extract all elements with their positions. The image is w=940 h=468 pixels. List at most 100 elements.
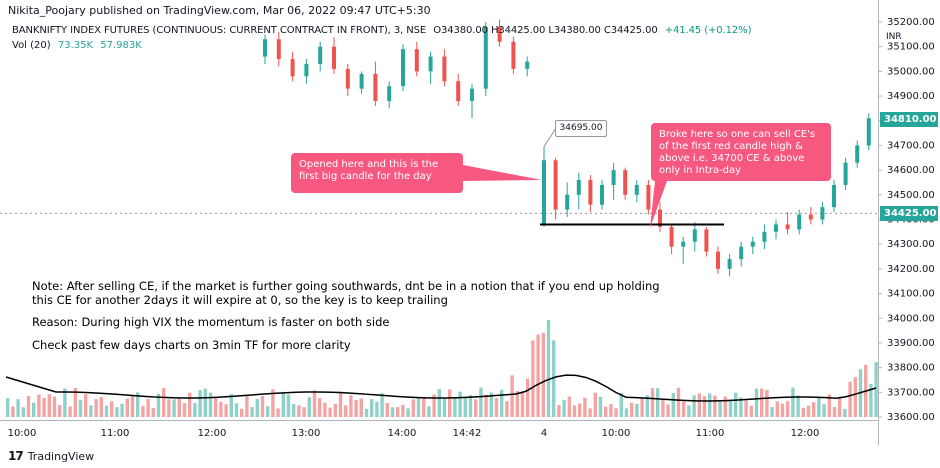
volume-bar [271,389,275,417]
volume-bar [47,394,51,417]
candle-day2-body [646,184,651,210]
volume-bar [500,389,504,417]
candle-day2-body [658,209,662,227]
y-tick-label: 34900.00 [887,91,935,102]
candle-day2-body [762,231,767,242]
volume-bar [661,399,665,417]
volume-bar [32,402,36,417]
volume-bar [219,401,223,417]
volume-bar [687,405,691,417]
volume-bar [370,399,374,417]
volume-bar [541,332,545,417]
volume-bar [104,405,109,417]
volume-bar [136,392,140,417]
candle-day2-body [611,170,616,185]
volume-bar [812,402,816,417]
candle-day2-body [576,180,581,195]
y-tick-label: 34500.00 [887,190,935,201]
volume-bar [385,403,389,417]
volume-bar [619,392,623,417]
volume-bar [505,401,509,417]
volume-bar [578,403,582,417]
volume-bar [37,394,41,417]
volume-bar [744,400,748,417]
candle-day2-body [774,224,778,232]
volume-bar [120,403,124,417]
reason-text: Reason: During high VIX the momentum is … [32,315,390,329]
candle-day2-body [855,145,860,163]
candle-day2-body [820,207,825,220]
volume-bar [479,387,483,417]
volume-bar [635,403,639,417]
candle-day1-body [276,39,281,60]
annotation-opened: Opened here and this is the first big ca… [291,153,463,193]
volume-bar [401,404,405,417]
x-tick-label: 11:00 [101,428,130,439]
volume-bar [380,393,384,417]
candle-day2-body [808,214,813,220]
tradingview-footer[interactable]: 17 TradingView [8,449,94,463]
volume-bar [11,406,15,417]
volume-bar [713,395,717,417]
candle-day1-body [290,59,295,77]
volume-bar [536,334,540,417]
candle-day2-body [866,118,871,146]
volume-bar [624,408,629,417]
volume-bar [208,392,213,417]
volume-bar [84,394,88,417]
volume-bar [250,407,254,417]
volume-bar [775,401,779,417]
volume-bar [260,396,265,417]
volume-bar [515,391,519,417]
volume-bar [520,391,525,417]
volume-bar [562,399,566,417]
y-tick-label: 35100.00 [887,42,935,53]
volume-bar [110,401,114,417]
check-text: Check past few days charts on 3min TF fo… [32,338,351,352]
volume-bar [510,375,514,417]
y-tick-label: 33600.00 [887,412,935,423]
volume-bar [172,399,176,417]
time-axis-border [0,420,878,421]
x-tick-label: 13:00 [292,428,321,439]
volume-bar [770,407,774,417]
candle-day1-body [414,49,419,72]
last-price-tag: 34810.00 [880,112,938,127]
volume-bar [344,405,348,417]
candle-day2-body [553,160,558,210]
volume-bar [458,391,462,417]
volume-bar [89,405,93,417]
volume-bar [853,377,857,417]
volume-bar [749,405,753,417]
volume-bar [760,388,764,417]
volume-bar [526,378,530,417]
volume-bar [869,383,873,417]
volume-bar [474,399,478,417]
x-tick-label: 10:00 [602,428,631,439]
candle-day1-body [304,63,309,77]
volume-bar [390,407,395,417]
price-axis-border [878,0,879,445]
volume-bar [697,393,701,417]
volume-value-1: 73.35K [57,40,94,51]
candle-day1-body [345,68,350,89]
volume-bar [302,407,306,417]
candle-day2-body [727,259,732,269]
candle-day2-body [739,246,744,259]
volume-bar [214,396,218,417]
volume-label: Vol (20) [12,40,51,51]
volume-bar [375,401,379,417]
volume-bar [255,398,259,417]
volume-bar [453,398,457,417]
volume-bar [468,395,473,417]
y-tick-label: 34700.00 [887,140,935,151]
crosshair-price-tag: 34425.00 [880,206,938,221]
volume-bar [427,406,431,417]
y-tick-label: 35200.00 [887,17,935,28]
volume-bar [640,398,644,417]
candle-day2-body [669,226,674,247]
volume-bar [245,396,249,417]
volume-bar [130,395,135,417]
x-tick-label: 12:00 [791,428,820,439]
